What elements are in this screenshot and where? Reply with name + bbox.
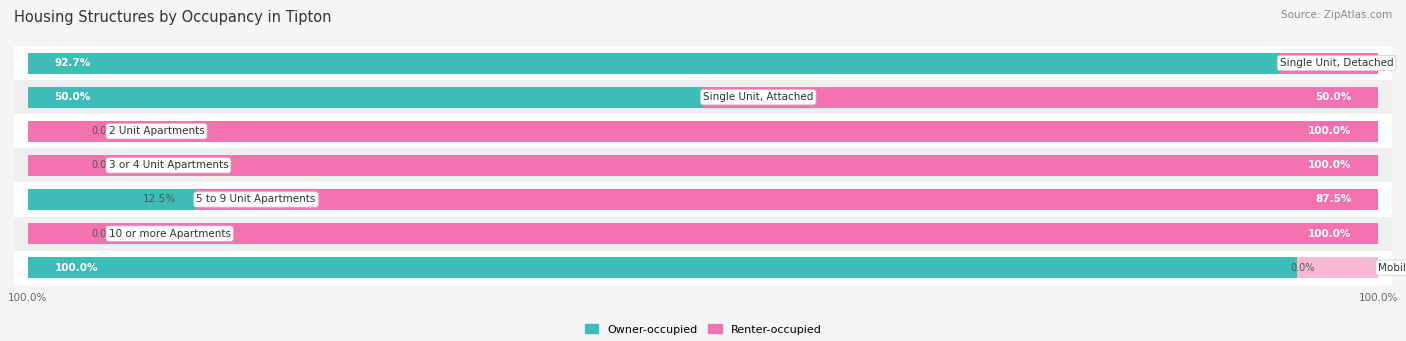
Text: 7.3%: 7.3% [1301, 58, 1327, 68]
Text: 3 or 4 Unit Apartments: 3 or 4 Unit Apartments [108, 160, 228, 170]
Bar [28, 257, 1378, 278]
Text: 10 or more Apartments: 10 or more Apartments [108, 228, 231, 239]
Bar [28, 155, 1378, 176]
Bar [703, 87, 1378, 108]
Text: 87.5%: 87.5% [1315, 194, 1351, 205]
Bar [28, 121, 1378, 142]
Text: 100.0%: 100.0% [55, 263, 98, 273]
Bar [14, 217, 1392, 251]
Bar [14, 182, 1392, 217]
Text: 92.7%: 92.7% [55, 58, 91, 68]
Bar [28, 223, 108, 244]
Bar [1298, 257, 1378, 278]
Text: 0.0%: 0.0% [1291, 263, 1315, 273]
Bar [14, 251, 1392, 285]
Text: Mobile Home / Other: Mobile Home / Other [1378, 263, 1406, 273]
Text: 100.0%: 100.0% [1308, 126, 1351, 136]
Bar [1279, 53, 1378, 74]
Bar [28, 53, 1279, 74]
Bar [28, 121, 108, 142]
Text: 2 Unit Apartments: 2 Unit Apartments [108, 126, 204, 136]
Text: Single Unit, Detached: Single Unit, Detached [1279, 58, 1393, 68]
Bar [14, 114, 1392, 148]
Bar [28, 223, 1378, 244]
Text: Housing Structures by Occupancy in Tipton: Housing Structures by Occupancy in Tipto… [14, 10, 332, 25]
Text: 12.5%: 12.5% [143, 194, 176, 205]
Text: 100.0%: 100.0% [1308, 228, 1351, 239]
Text: Single Unit, Attached: Single Unit, Attached [703, 92, 814, 102]
Text: 0.0%: 0.0% [91, 228, 115, 239]
Bar [14, 46, 1392, 80]
Text: 50.0%: 50.0% [55, 92, 91, 102]
Text: Source: ZipAtlas.com: Source: ZipAtlas.com [1281, 10, 1392, 20]
Bar [14, 148, 1392, 182]
Bar [197, 189, 1378, 210]
Text: 0.0%: 0.0% [91, 160, 115, 170]
Text: 5 to 9 Unit Apartments: 5 to 9 Unit Apartments [197, 194, 316, 205]
Text: 50.0%: 50.0% [1315, 92, 1351, 102]
Bar [28, 155, 108, 176]
Bar [28, 189, 197, 210]
Bar [28, 87, 703, 108]
Legend: Owner-occupied, Renter-occupied: Owner-occupied, Renter-occupied [581, 320, 825, 339]
Text: 100.0%: 100.0% [1308, 160, 1351, 170]
Bar [14, 80, 1392, 114]
Text: 0.0%: 0.0% [91, 126, 115, 136]
